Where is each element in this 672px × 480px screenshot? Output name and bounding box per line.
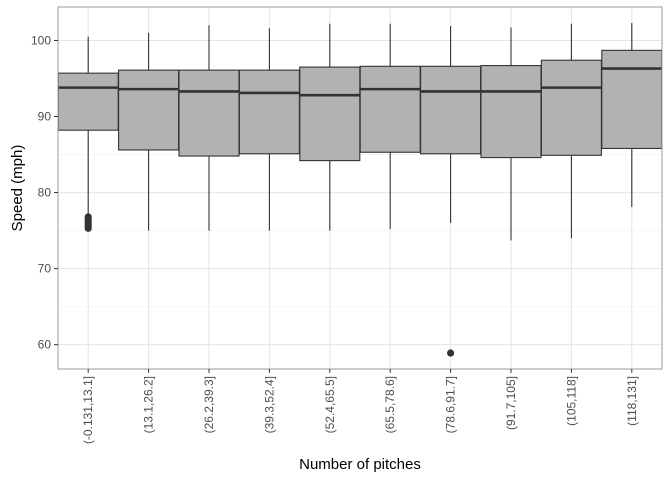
box-iqr bbox=[238, 69, 300, 155]
box-10 bbox=[601, 22, 663, 208]
x-tick-label: (105,118] bbox=[564, 376, 578, 426]
x-tick-label: (65.5,78.6] bbox=[383, 376, 397, 433]
box-iqr bbox=[57, 72, 119, 131]
x-axis: (-0.131,13.1] (13.1,26.2] (26.2,39.3] (39.3… bbox=[81, 369, 639, 444]
box-iqr bbox=[540, 59, 602, 156]
box-1 bbox=[57, 36, 119, 232]
x-tick-label: (-0.131,13.1] bbox=[81, 376, 95, 444]
box-iqr bbox=[480, 65, 542, 159]
box-5 bbox=[299, 23, 361, 231]
y-tick-label: 70 bbox=[38, 262, 52, 276]
box-7 bbox=[420, 26, 482, 357]
box-iqr bbox=[601, 49, 663, 150]
box-9 bbox=[540, 23, 602, 239]
x-tick-label: (52.4,65.5] bbox=[323, 376, 337, 433]
y-axis-title: Speed (mph) bbox=[9, 145, 26, 232]
box-4 bbox=[238, 28, 300, 231]
box-8 bbox=[480, 27, 542, 241]
outlier-point bbox=[447, 349, 455, 357]
box-iqr bbox=[178, 69, 240, 157]
box-3 bbox=[178, 25, 240, 231]
y-tick-label: 60 bbox=[38, 338, 52, 352]
x-axis-title: Number of pitches bbox=[299, 456, 421, 473]
x-tick-label: (26.2,39.3] bbox=[202, 376, 216, 433]
box-iqr bbox=[420, 65, 482, 155]
y-axis: 60 70 80 90 100 bbox=[31, 33, 58, 352]
y-tick-label: 80 bbox=[38, 186, 52, 200]
x-tick-label: (91.7,105] bbox=[504, 376, 518, 430]
panel-frame bbox=[57, 6, 663, 370]
x-tick-label: (118,131] bbox=[625, 376, 639, 426]
outlier-point bbox=[84, 224, 92, 232]
box-6 bbox=[359, 23, 421, 230]
panel-border bbox=[57, 6, 663, 370]
y-tick-label: 90 bbox=[38, 110, 52, 124]
box-series bbox=[57, 22, 663, 357]
x-tick-label: (13.1,26.2] bbox=[142, 376, 156, 433]
box-iqr bbox=[118, 69, 180, 151]
x-tick-label: (39.3,52.4] bbox=[262, 376, 276, 433]
box-iqr bbox=[359, 65, 421, 153]
box-iqr bbox=[299, 66, 361, 162]
y-tick-label: 100 bbox=[31, 33, 51, 47]
x-tick-label: (78.6,91.7] bbox=[444, 376, 458, 433]
